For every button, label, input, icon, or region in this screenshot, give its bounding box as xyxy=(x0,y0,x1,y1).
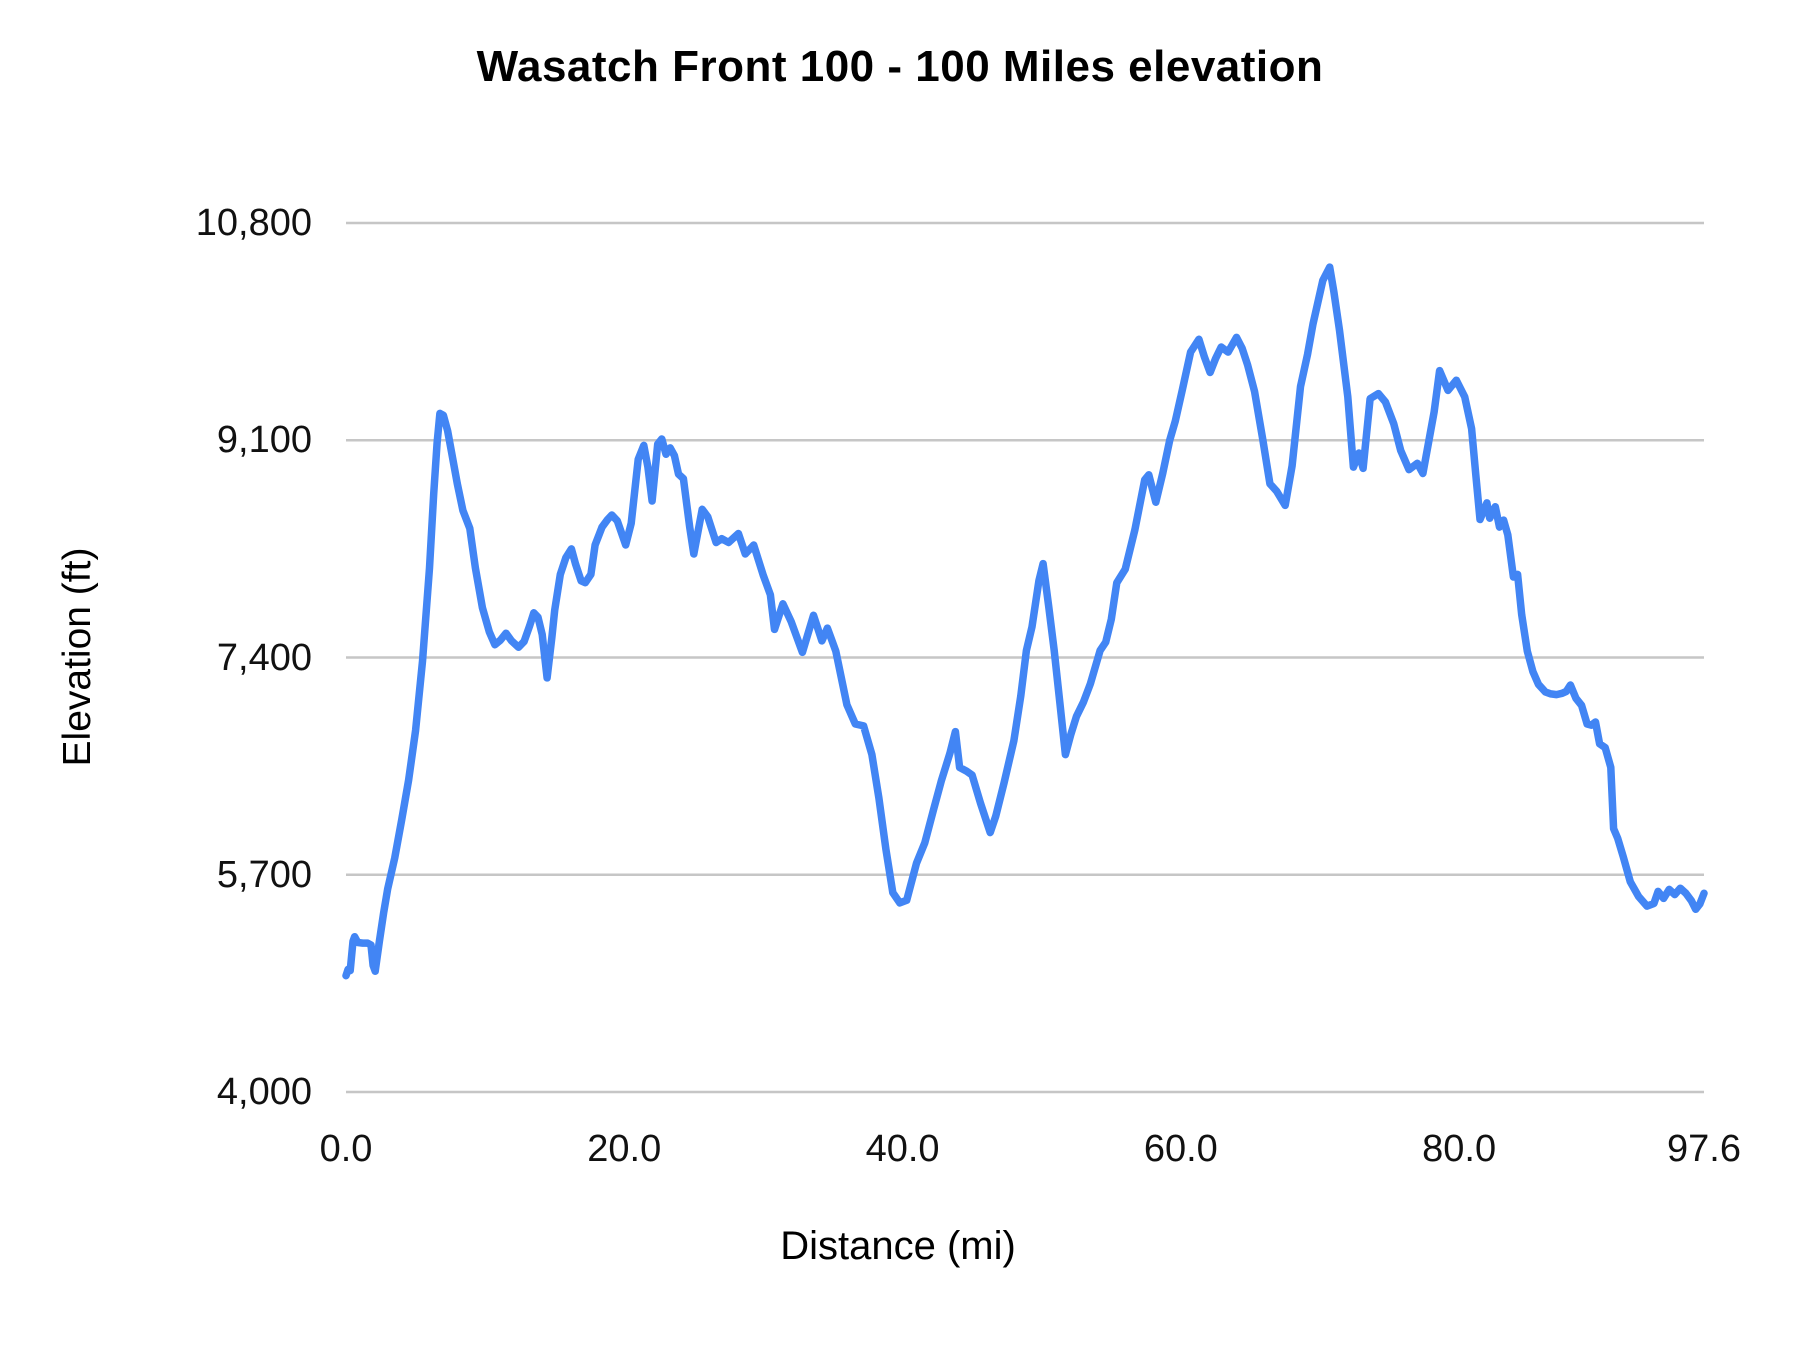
x-tick-label: 20.0 xyxy=(587,1128,662,1170)
y-tick-label: 9,100 xyxy=(216,419,312,462)
x-tick-label: 97.6 xyxy=(1667,1128,1741,1170)
y-tick-label: 4,000 xyxy=(216,1071,312,1113)
y-tick-label: 10,800 xyxy=(195,202,312,244)
chart-title: Wasatch Front 100 - 100 Miles elevation xyxy=(476,42,1324,91)
y-tick-label: 7,400 xyxy=(216,636,312,679)
elevation-line xyxy=(342,263,1708,980)
x-axis-title: Distance (mi) xyxy=(780,1224,1016,1268)
x-tick-label: 60.0 xyxy=(1143,1128,1218,1170)
y-tick-label: 5,700 xyxy=(216,853,312,896)
x-tick-label: 40.0 xyxy=(865,1128,940,1170)
x-tick-label: 0.0 xyxy=(319,1128,373,1170)
x-tick-label: 80.0 xyxy=(1422,1128,1497,1170)
